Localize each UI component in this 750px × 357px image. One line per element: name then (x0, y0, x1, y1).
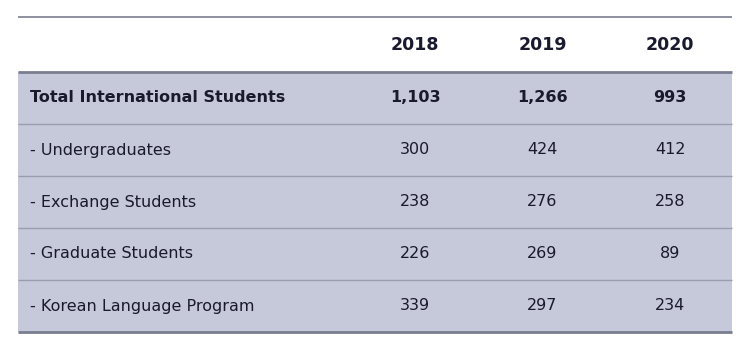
Text: 89: 89 (660, 246, 680, 261)
Bar (18, 228, 732, 280)
Text: 424: 424 (527, 142, 558, 157)
Text: 300: 300 (400, 142, 430, 157)
Text: 339: 339 (400, 298, 430, 313)
Text: 269: 269 (527, 246, 558, 261)
Text: 1,266: 1,266 (518, 91, 568, 106)
Bar (18, 176, 732, 228)
Text: 297: 297 (527, 298, 558, 313)
Text: 258: 258 (655, 195, 686, 210)
Text: 2019: 2019 (518, 35, 567, 54)
Text: 993: 993 (653, 91, 687, 106)
Text: 226: 226 (400, 246, 430, 261)
Text: - Exchange Students: - Exchange Students (30, 195, 196, 210)
Text: - Graduate Students: - Graduate Students (30, 246, 193, 261)
Text: 2020: 2020 (646, 35, 694, 54)
Text: 1,103: 1,103 (390, 91, 440, 106)
Bar (18, 124, 732, 176)
Bar (18, 72, 732, 124)
Bar (18, 280, 732, 332)
Text: 2018: 2018 (391, 35, 439, 54)
Text: - Undergraduates: - Undergraduates (30, 142, 171, 157)
Text: - Korean Language Program: - Korean Language Program (30, 298, 254, 313)
Text: 238: 238 (400, 195, 430, 210)
Text: 276: 276 (527, 195, 558, 210)
Text: Total International Students: Total International Students (30, 91, 285, 106)
Bar (18, 17, 732, 72)
Text: 234: 234 (655, 298, 686, 313)
Text: 412: 412 (655, 142, 686, 157)
